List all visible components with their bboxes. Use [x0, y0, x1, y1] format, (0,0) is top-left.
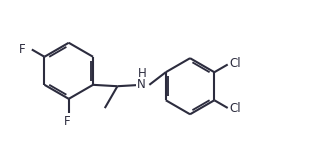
- Text: F: F: [19, 43, 26, 56]
- Text: N: N: [137, 78, 145, 91]
- Text: Cl: Cl: [230, 57, 241, 70]
- Text: Cl: Cl: [230, 102, 241, 115]
- Text: H: H: [138, 67, 146, 80]
- Text: F: F: [64, 115, 70, 128]
